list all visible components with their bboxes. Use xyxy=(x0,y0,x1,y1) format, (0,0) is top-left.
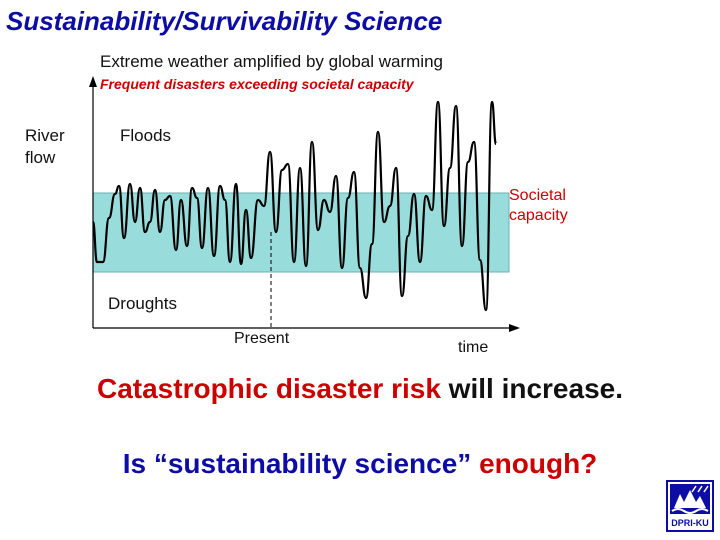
subtitle-frequent-disasters: Frequent disasters exceeding societal ca… xyxy=(100,76,414,92)
risk-rest: will increase. xyxy=(440,373,624,404)
question-message: Is “sustainability science” enough? xyxy=(0,448,720,480)
risk-highlight: Catastrophic disaster risk xyxy=(96,373,441,404)
subtitle-extreme-weather: Extreme weather amplified by global warm… xyxy=(100,52,443,71)
question-quote: Is “sustainability science” xyxy=(122,448,472,479)
floods-label: Floods xyxy=(120,126,172,145)
present-label: Present xyxy=(234,330,290,347)
x-axis-label: time xyxy=(458,339,489,356)
x-axis-arrow xyxy=(509,324,520,332)
y-axis-label: River flow xyxy=(25,126,65,167)
slide-title: Sustainability/Survivability Science xyxy=(6,6,443,36)
droughts-label: Droughts xyxy=(108,294,177,313)
question-tail: enough? xyxy=(471,448,598,479)
dpri-ku-logo: DPRI-KU xyxy=(666,480,714,532)
logo-text: DPRI-KU xyxy=(671,518,709,528)
river-flow-curve xyxy=(91,100,498,312)
risk-message: Catastrophic disaster risk will increase… xyxy=(0,373,720,405)
y-axis-arrow xyxy=(89,76,97,87)
societal-capacity-label: Societal capacity xyxy=(509,187,568,224)
